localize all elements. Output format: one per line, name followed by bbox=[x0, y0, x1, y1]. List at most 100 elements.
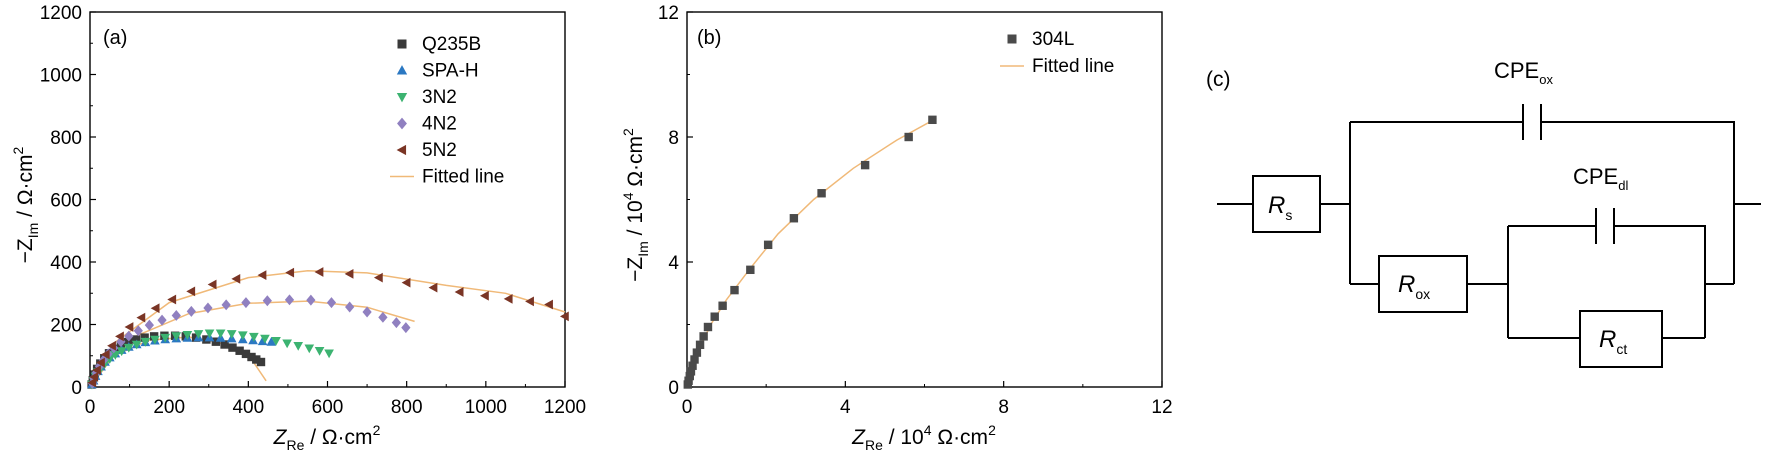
rox-resistor-box bbox=[1378, 255, 1468, 313]
panel-b-point-304l bbox=[730, 285, 739, 295]
panel-a-point-4n2 bbox=[144, 319, 154, 331]
panel-b-point-304l bbox=[817, 189, 826, 198]
panel-a-point-4n2 bbox=[378, 311, 388, 323]
panel-a-legend-label-5n2: 5N2 bbox=[422, 140, 457, 161]
cpe-dl-label: CPEdl bbox=[1573, 164, 1628, 193]
panel-a-point-q235b bbox=[123, 337, 133, 347]
panel-a-axes: 0 200 400 600 800 1000 1200 0 200 400 600 800 1000 12… bbox=[40, 3, 586, 418]
panel-b-y-axis-unit2: Ω·cm bbox=[624, 136, 647, 193]
panel-a-point-5n2 bbox=[124, 322, 134, 332]
panel-a-point-4n2 bbox=[362, 306, 372, 318]
panel-b-point-304l bbox=[718, 301, 727, 310]
panel-a-point-3n2 bbox=[182, 331, 193, 340]
panel-a-y-tick-label: 0 bbox=[71, 378, 82, 399]
panel-b-point-304l bbox=[688, 361, 697, 370]
panel-a-point-5n2 bbox=[136, 312, 146, 323]
panel-a-point-3n2 bbox=[193, 330, 204, 339]
panel-b-label: (b) bbox=[697, 27, 721, 49]
panel-a-point-5n2 bbox=[186, 286, 196, 297]
panel-a-label: (a) bbox=[103, 27, 127, 49]
rct-resistor-box bbox=[1579, 310, 1663, 368]
panel-b-legend-label-fitted-line: Fitted line bbox=[1032, 56, 1114, 77]
cpe-dl-label-main: CPE bbox=[1573, 164, 1618, 189]
panel-b-point-304l bbox=[904, 132, 913, 142]
panel-a-point-5n2 bbox=[96, 357, 105, 368]
panel-a-point-5n2 bbox=[544, 299, 553, 310]
panel-a-x-tick-label: 200 bbox=[153, 397, 185, 418]
panel-a-point-q235b bbox=[252, 355, 261, 364]
panel-a-legend-marker-q235b bbox=[397, 39, 407, 49]
panel-a-point-5n2 bbox=[401, 277, 411, 288]
panel-a-legend-label-spa-h: SPA-H bbox=[422, 61, 479, 82]
rs-label: Rs bbox=[1268, 192, 1292, 223]
panel-a-point-3n2 bbox=[204, 329, 215, 339]
panel-a-x-tick-label: 1200 bbox=[544, 397, 586, 418]
panel-b-point-304l bbox=[699, 332, 708, 341]
panel-a-point-4n2 bbox=[262, 295, 272, 307]
panel-a-chart: (a) 0 200 400 600 800 1000 1200 0 200 400 600 800 10… bbox=[10, 3, 586, 453]
panel-b-point-304l bbox=[789, 214, 799, 223]
panel-b-fit-line-1 bbox=[686, 117, 937, 388]
panel-a-point-4n2 bbox=[133, 325, 143, 337]
panel-b-y-tick-label: 4 bbox=[668, 253, 679, 274]
panel-a-point-5n2 bbox=[257, 270, 267, 280]
panel-a-point-3n2 bbox=[249, 332, 259, 342]
panel-b-point-304l bbox=[860, 160, 870, 170]
panel-b-x-axis-unit: / 10 bbox=[883, 426, 924, 449]
panel-a-point-5n2 bbox=[92, 365, 101, 375]
panel-b-x-axis-unit2: Ω·cm bbox=[932, 426, 989, 449]
cpe-dl-capacitor-plates bbox=[1595, 208, 1615, 244]
panel-a-y-axis-label: −ZIm / Ω·cm2 bbox=[10, 146, 41, 263]
panel-a-legend-label-4n2: 4N2 bbox=[422, 114, 457, 135]
panel-b-y-axis-label: −ZIm / 104 Ω·cm2 bbox=[620, 128, 651, 282]
panel-b-y-axis-superscript2: 2 bbox=[620, 128, 636, 136]
panel-a-point-3n2 bbox=[237, 331, 248, 341]
panel-b-x-axis-superscript: 4 bbox=[924, 422, 932, 438]
panel-a-y-tick-label: 400 bbox=[50, 253, 82, 274]
panel-b-point-304l bbox=[692, 348, 702, 357]
panel-b-y-axis-symbol: −Z bbox=[624, 257, 647, 282]
panel-a-point-4n2 bbox=[124, 330, 134, 342]
panel-a-y-axis-superscript: 2 bbox=[10, 146, 26, 154]
panel-a-y-tick-label: 600 bbox=[50, 191, 82, 212]
panel-b-y-tick-label: 8 bbox=[668, 128, 679, 149]
panel-b-x-tick-label: 12 bbox=[1151, 397, 1172, 418]
panel-a-point-4n2 bbox=[326, 297, 337, 309]
panel-b-x-tick-label: 0 bbox=[682, 397, 693, 418]
panel-a-point-3n2 bbox=[150, 335, 160, 345]
panel-a-point-5n2 bbox=[428, 282, 438, 293]
panel-a-point-5n2 bbox=[207, 279, 217, 290]
panel-a-x-tick-label: 400 bbox=[232, 397, 264, 418]
panel-a-point-5n2 bbox=[87, 377, 97, 388]
panel-b-legend: 304L Fitted line bbox=[1000, 29, 1114, 77]
rox-label-main: R bbox=[1398, 271, 1415, 298]
panel-b-x-tick-label: 4 bbox=[840, 397, 851, 418]
panel-a-point-3n2 bbox=[282, 339, 292, 349]
panel-b-point-304l bbox=[703, 322, 713, 332]
panel-a-point-4n2 bbox=[203, 302, 213, 314]
panel-a-point-3n2 bbox=[314, 346, 325, 356]
panel-a-point-3n2 bbox=[110, 351, 121, 360]
panel-a-point-4n2 bbox=[171, 309, 181, 321]
panel-b-x-axis-label: ZRe / 104 Ω·cm2 bbox=[851, 422, 996, 453]
panel-b-y-tick-label: 0 bbox=[668, 378, 679, 399]
panel-a-legend-label-q235b: Q235B bbox=[422, 34, 481, 55]
panel-a-point-q235b bbox=[140, 333, 149, 342]
rs-label-main: R bbox=[1268, 192, 1285, 219]
panel-a-y-axis-unit: / Ω·cm bbox=[14, 154, 37, 222]
panel-c-equivalent-circuit: (c) Rs Rox Rct CPEox CPEdl bbox=[1206, 58, 1761, 368]
panel-a-point-3n2 bbox=[324, 349, 334, 359]
cpe-ox-label-main: CPE bbox=[1494, 58, 1539, 83]
panel-a-legend-label-3n2: 3N2 bbox=[422, 87, 457, 108]
panel-a-fit-line-1 bbox=[89, 336, 267, 388]
panel-a-point-5n2 bbox=[454, 287, 464, 297]
panel-a-point-4n2 bbox=[241, 297, 251, 309]
panel-a-x-axis-superscript: 2 bbox=[373, 422, 381, 438]
panel-a-x-tick-label: 1000 bbox=[465, 397, 507, 418]
rox-label: Rox bbox=[1398, 271, 1430, 302]
panel-a-point-q235b bbox=[241, 349, 251, 359]
panel-a-x-axis-subscript: Re bbox=[286, 437, 304, 453]
panel-a-point-3n2 bbox=[226, 330, 237, 339]
panel-b-x-axis-superscript2: 2 bbox=[988, 422, 996, 438]
